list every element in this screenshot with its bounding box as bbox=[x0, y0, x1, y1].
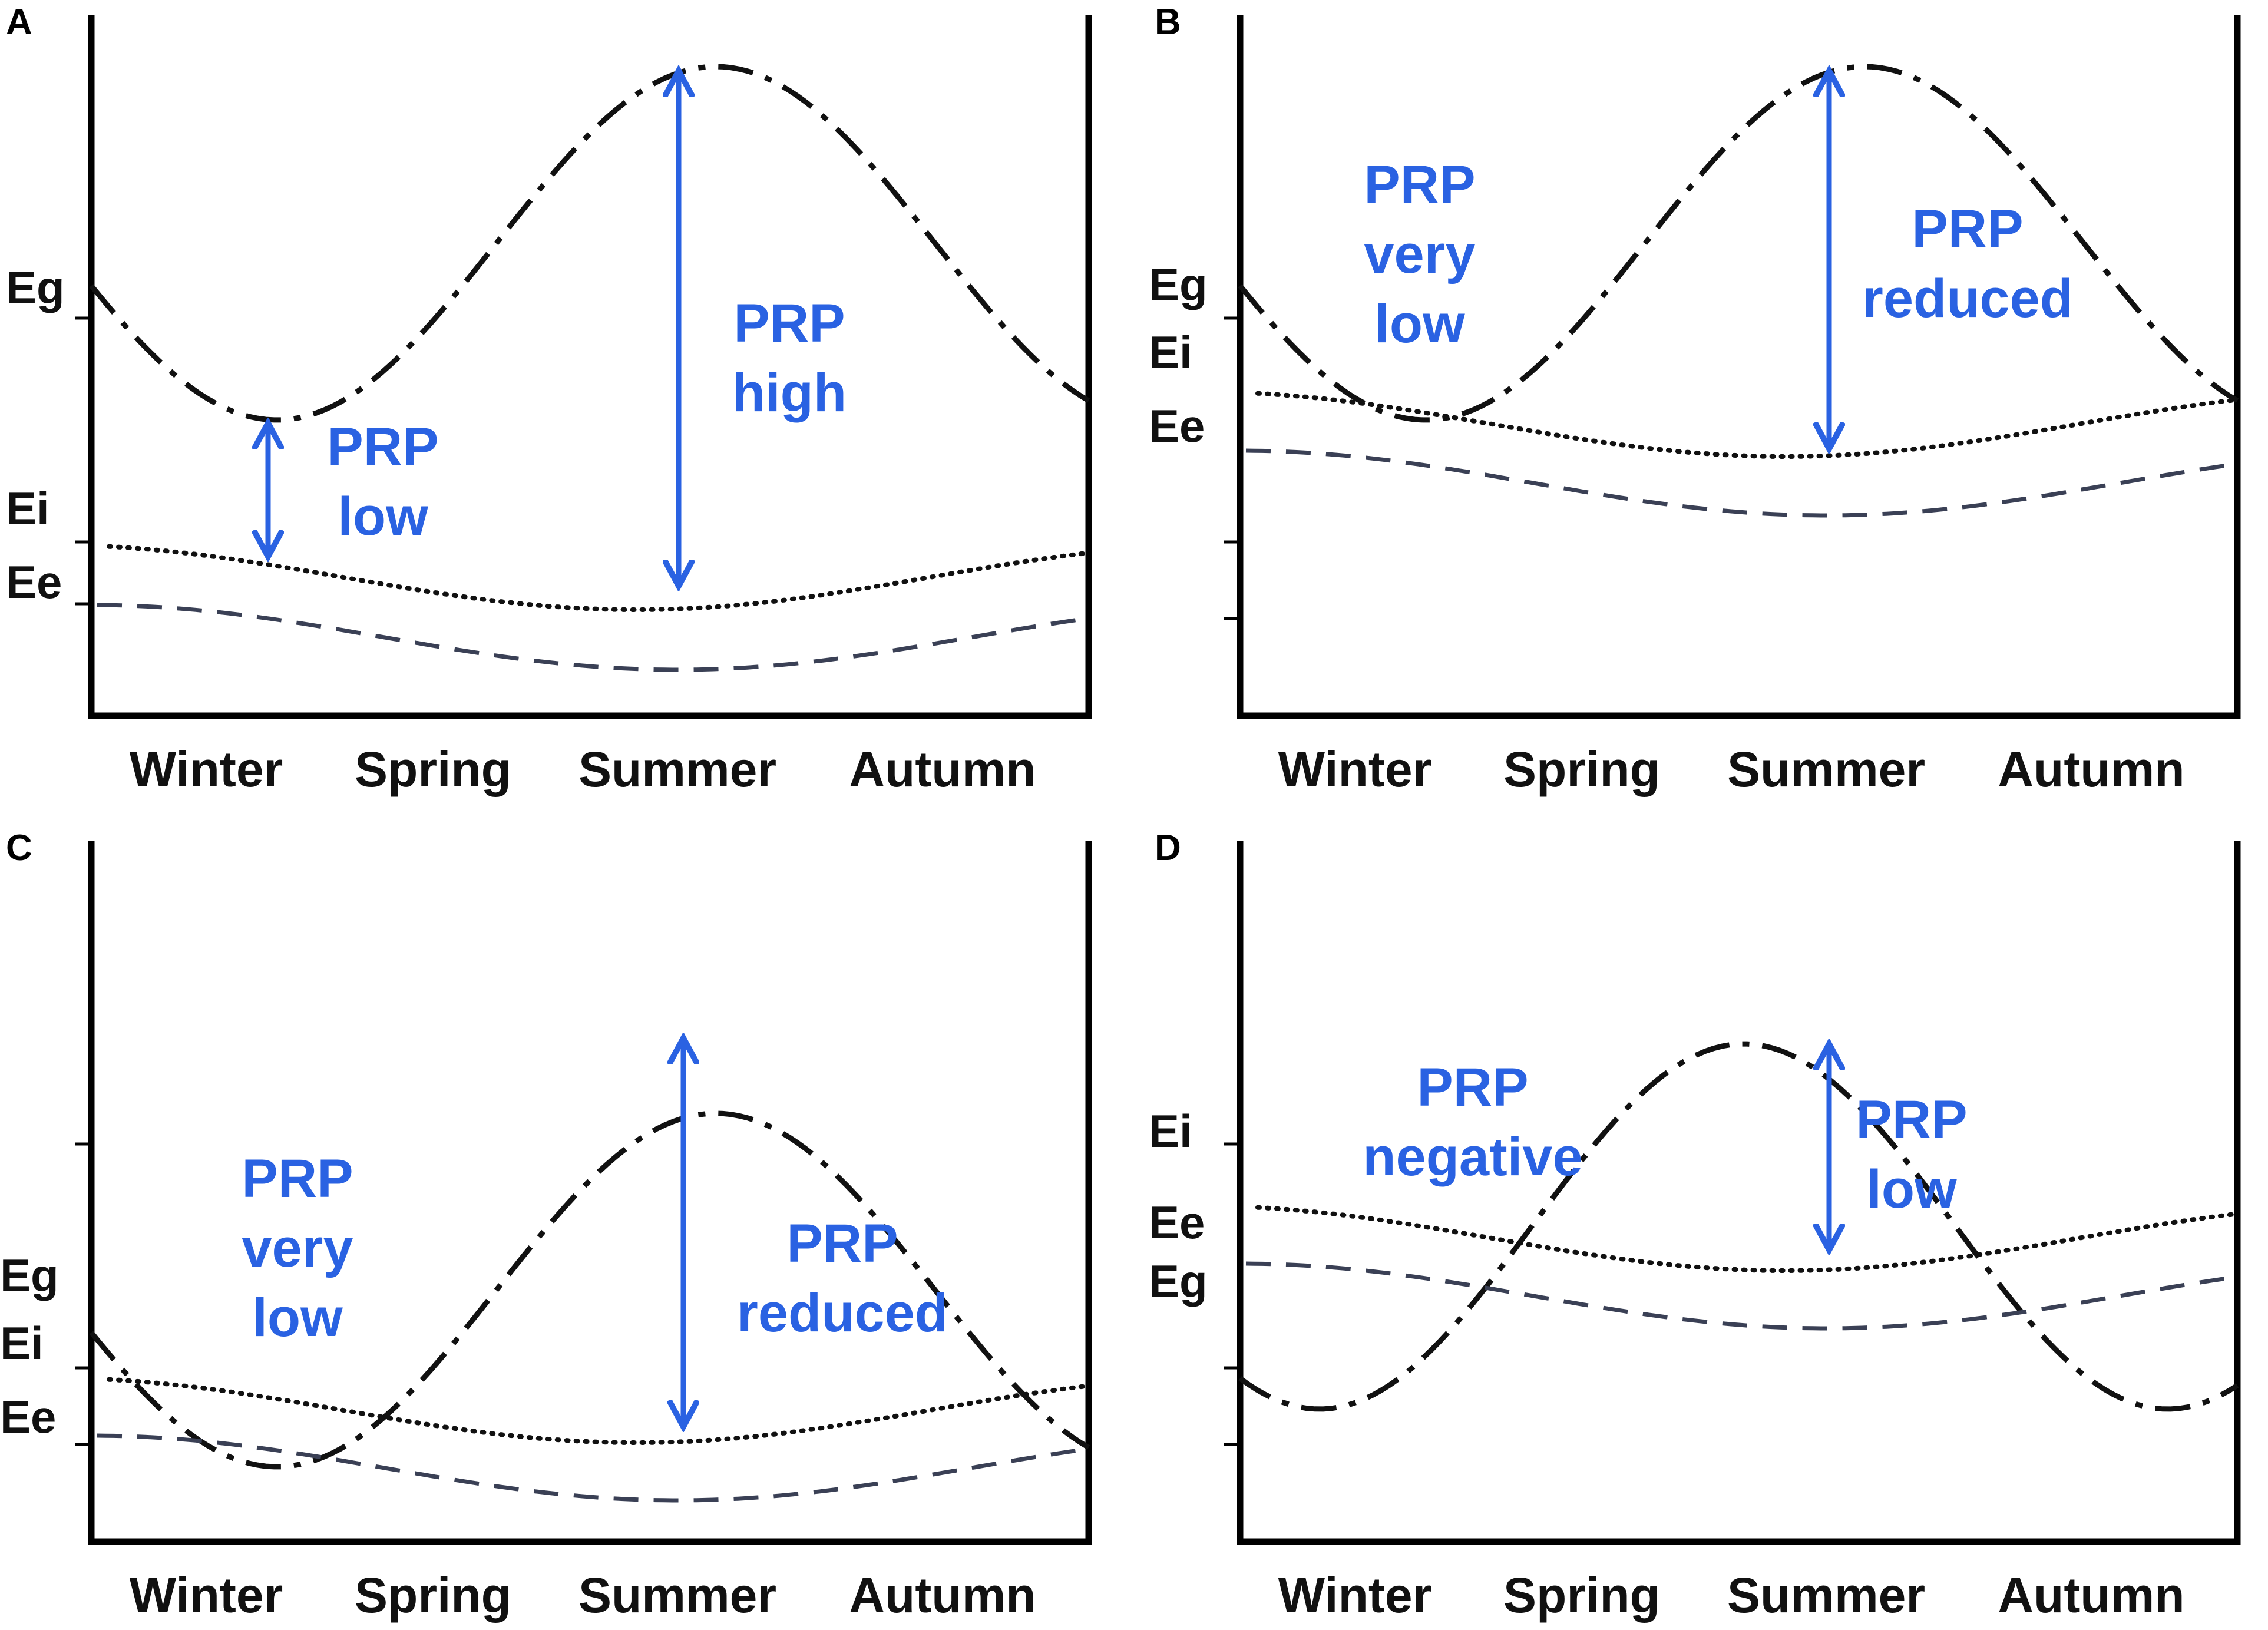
season-label-spring: Spring bbox=[355, 742, 511, 797]
prp-annotation: PRP reduced bbox=[1862, 199, 2073, 329]
series-label-ei: Ei bbox=[6, 482, 49, 534]
panel-b: B Eg Ei Ee Winter Spring Summer Autumn PRP very lo… bbox=[1149, 2, 2241, 797]
prp-annotation: PRP very low bbox=[242, 1149, 353, 1348]
prp-annotation: PRP negative bbox=[1363, 1057, 1582, 1187]
ee-curve bbox=[97, 603, 1083, 672]
series-label-eg: Eg bbox=[6, 262, 65, 313]
annotation-line: high bbox=[732, 363, 847, 423]
annotation-line: negative bbox=[1363, 1127, 1582, 1187]
annotation-line: PRP bbox=[242, 1149, 353, 1209]
ei-curve bbox=[1255, 1205, 2237, 1273]
eg-curve bbox=[1238, 1041, 2239, 1412]
season-label-autumn: Autumn bbox=[1998, 742, 2184, 797]
series-label-ee: Ee bbox=[1149, 1196, 1205, 1248]
annotation-line: PRP bbox=[1364, 155, 1475, 215]
annotation-line: low bbox=[338, 487, 428, 547]
season-label-spring: Spring bbox=[1503, 742, 1660, 797]
season-label-spring: Spring bbox=[1503, 1568, 1660, 1623]
series-label-ee: Ee bbox=[1149, 400, 1205, 452]
season-label-autumn: Autumn bbox=[849, 1568, 1036, 1623]
annotation-line: PRP bbox=[733, 293, 845, 353]
panel-letter: D bbox=[1155, 828, 1181, 868]
ee-curve bbox=[1245, 1261, 2232, 1331]
season-label-spring: Spring bbox=[355, 1568, 511, 1623]
ee-curve bbox=[97, 1433, 1083, 1503]
annotation-line: low bbox=[1866, 1159, 1957, 1219]
prp-annotation: PRP reduced bbox=[737, 1214, 948, 1343]
series-label-ei: Ei bbox=[0, 1317, 44, 1369]
season-label-winter: Winter bbox=[1278, 1568, 1432, 1623]
season-label-winter: Winter bbox=[1278, 742, 1432, 797]
annotation-line: low bbox=[252, 1288, 343, 1348]
series-label-eg: Eg bbox=[0, 1249, 59, 1301]
ei-curve bbox=[107, 544, 1088, 612]
annotation-line: PRP bbox=[1856, 1090, 1967, 1150]
season-label-summer: Summer bbox=[578, 1568, 776, 1623]
annotation-line: reduced bbox=[1862, 269, 2073, 329]
series-label-eg: Eg bbox=[1149, 259, 1208, 310]
axes-frame bbox=[88, 841, 1092, 1545]
prp-annotation: PRP high bbox=[732, 293, 847, 423]
series-label-ei: Ei bbox=[1149, 326, 1192, 378]
annotation-line: very bbox=[1364, 224, 1475, 285]
panel-d: D Ei Ee Eg Winter Spring Summer Autumn PRP negati… bbox=[1149, 828, 2241, 1623]
axes-frame bbox=[1237, 15, 2241, 719]
annotation-line: PRP bbox=[786, 1214, 898, 1274]
eg-curve bbox=[89, 1110, 1090, 1470]
annotation-line: reduced bbox=[737, 1283, 948, 1343]
season-label-summer: Summer bbox=[578, 742, 776, 797]
eg-curve bbox=[89, 64, 1090, 423]
panel-letter: B bbox=[1155, 2, 1181, 42]
panel-c: C Eg Ei Ee Winter Spring Summer Autumn PRP very lo… bbox=[0, 828, 1092, 1623]
panel-letter: C bbox=[6, 828, 32, 868]
axes-frame bbox=[88, 15, 1092, 719]
eg-curve bbox=[1238, 64, 2239, 423]
series-label-ee: Ee bbox=[0, 1391, 56, 1443]
ei-curve bbox=[107, 1377, 1088, 1445]
prp-annotation: PRP low bbox=[1856, 1090, 1967, 1219]
axes-frame bbox=[1237, 841, 2241, 1545]
annotation-line: very bbox=[242, 1218, 353, 1278]
season-label-autumn: Autumn bbox=[1998, 1568, 2184, 1623]
ei-curve bbox=[1255, 391, 2237, 459]
season-label-winter: Winter bbox=[130, 742, 283, 797]
series-label-eg: Eg bbox=[1149, 1255, 1208, 1307]
annotation-line: PRP bbox=[327, 417, 438, 477]
season-label-summer: Summer bbox=[1727, 1568, 1925, 1623]
prp-annotation: PRP very low bbox=[1364, 155, 1475, 354]
prp-annotation: PRP low bbox=[327, 417, 438, 547]
ee-curve bbox=[1245, 448, 2232, 518]
season-label-autumn: Autumn bbox=[849, 742, 1036, 797]
panel-letter: A bbox=[6, 2, 32, 42]
annotation-line: PRP bbox=[1417, 1057, 1528, 1117]
annotation-line: PRP bbox=[1912, 199, 2023, 259]
series-label-ei: Ei bbox=[1149, 1105, 1192, 1157]
annotation-line: low bbox=[1374, 294, 1465, 354]
season-label-summer: Summer bbox=[1727, 742, 1925, 797]
series-label-ee: Ee bbox=[6, 556, 62, 608]
season-label-winter: Winter bbox=[130, 1568, 283, 1623]
